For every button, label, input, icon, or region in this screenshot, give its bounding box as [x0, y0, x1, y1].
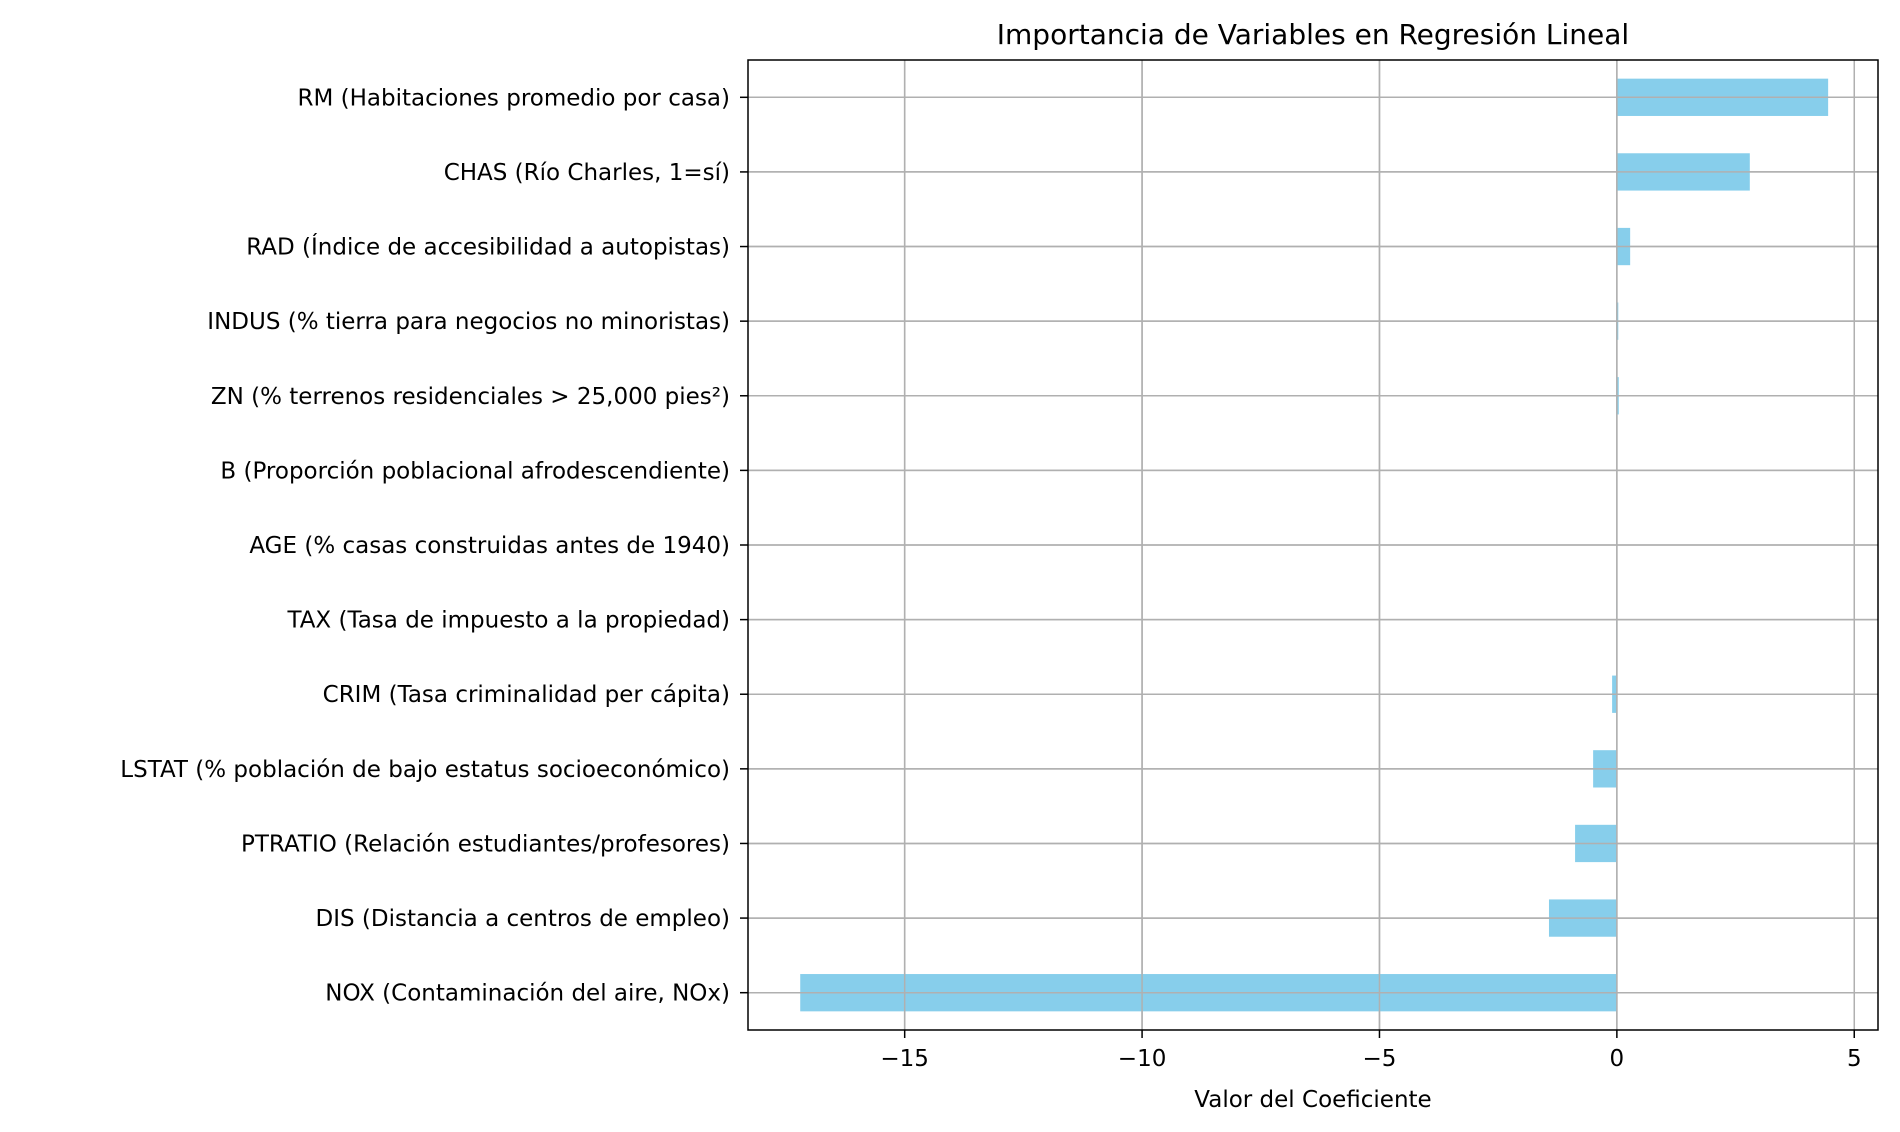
y-tick-label: NOX (Contaminación del aire, NOx): [325, 981, 730, 1007]
x-tick-label: 0: [1610, 1046, 1625, 1072]
chart-title: Importancia de Variables en Regresión Li…: [997, 18, 1629, 51]
x-tick-label: −15: [880, 1046, 929, 1072]
y-tick-label: PTRATIO (Relación estudiantes/profesores…: [241, 831, 730, 857]
y-tick-label: RM (Habitaciones promedio por casa): [297, 85, 730, 111]
x-axis: −15 −10 −5 0 5: [880, 1030, 1861, 1072]
y-tick-label: B (Proporción poblacional afrodescendien…: [220, 458, 730, 484]
y-tick-label: LSTAT (% población de bajo estatus socio…: [120, 757, 730, 783]
y-tick-label: CRIM (Tasa criminalidad per cápita): [323, 682, 730, 708]
y-tick-label: TAX (Tasa de impuesto a la propiedad): [286, 608, 730, 634]
x-axis-title: Valor del Coeficiente: [1194, 1087, 1431, 1113]
y-tick-label: AGE (% casas construidas antes de 1940): [249, 533, 730, 559]
y-axis: NOX (Contaminación del aire, NOx) DIS (Di…: [120, 85, 748, 1006]
x-tick-label: −5: [1363, 1046, 1397, 1072]
x-tick-label: 5: [1847, 1046, 1862, 1072]
grid-lines-overlay: [748, 60, 1878, 1030]
y-tick-label: CHAS (Río Charles, 1=sí): [444, 160, 730, 186]
y-tick-label: RAD (Índice de accesibilidad a autopista…: [246, 233, 730, 261]
x-tick-label: −10: [1118, 1046, 1167, 1072]
y-tick-label: INDUS (% tierra para negocios no minoris…: [207, 309, 730, 335]
y-tick-label: DIS (Distancia a centros de empleo): [315, 906, 730, 932]
y-tick-label: ZN (% terrenos residenciales > 25,000 pi…: [211, 384, 730, 410]
